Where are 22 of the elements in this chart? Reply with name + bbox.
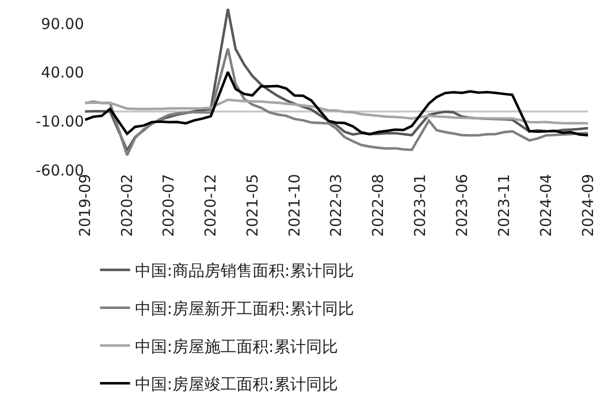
y-tick-label: -10.00	[36, 112, 84, 130]
legend-label: 中国:商品房销售面积:累计同比	[135, 261, 354, 280]
line-series	[85, 70, 588, 136]
x-tick-label: 2023-11	[494, 174, 513, 237]
x-tick-label: 2020-07	[160, 174, 178, 237]
line-series	[85, 47, 588, 157]
x-tick-label: 2021-05	[243, 174, 262, 237]
line-series	[85, 98, 588, 125]
x-tick-label: 2020-12	[202, 174, 220, 237]
y-tick-label: 90.00	[41, 14, 84, 33]
legend-label: 中国:房屋竣工面积:累计同比	[135, 374, 338, 394]
x-tick-label: 2022-03	[326, 174, 345, 237]
x-tick-label: 2024-09	[578, 174, 597, 237]
x-tick-label: 2024-04	[536, 174, 555, 237]
x-tick-label: 2023-06	[452, 174, 471, 237]
x-tick-label: 2022-08	[369, 174, 388, 237]
x-tick-label: 2023-01	[411, 174, 430, 237]
x-tick-label: 2021-10	[285, 174, 304, 237]
legend-label: 中国:房屋新开工面积:累计同比	[135, 298, 354, 318]
x-tick-label: 2020-02	[118, 174, 136, 237]
legend-label: 中国:房屋施工面积:累计同比	[135, 336, 338, 356]
y-tick-label: 40.00	[41, 64, 84, 82]
